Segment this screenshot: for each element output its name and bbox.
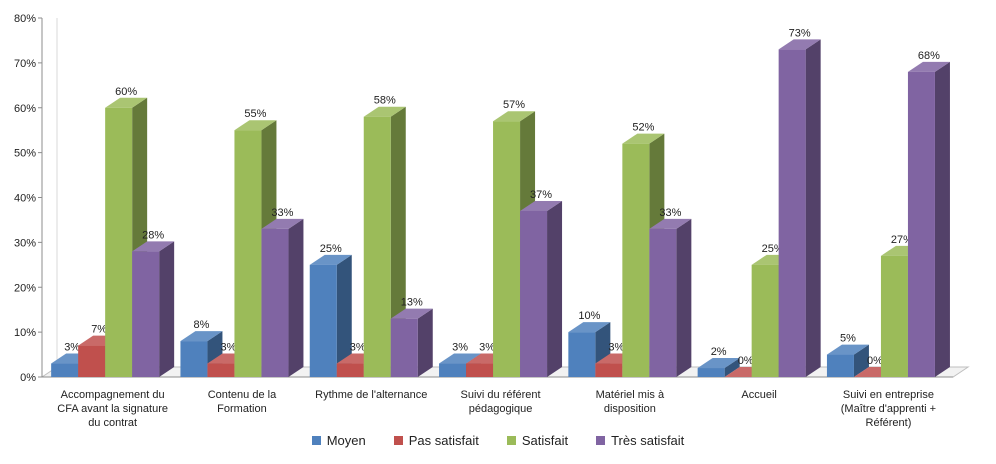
data-label: 33% bbox=[271, 207, 293, 219]
data-label: 7% bbox=[91, 324, 107, 336]
chart-legend: Moyen Pas satisfait Satisfait Très satisfai… bbox=[0, 433, 996, 448]
category-label: Accueil bbox=[741, 389, 776, 401]
category-label: (Maître d'apprenti + bbox=[841, 403, 936, 415]
y-tick-label: 10% bbox=[14, 327, 36, 339]
data-label: 37% bbox=[530, 189, 552, 201]
y-tick-label: 40% bbox=[14, 193, 36, 205]
y-tick-label: 0% bbox=[20, 372, 36, 384]
data-label: 68% bbox=[918, 50, 940, 62]
data-label: 55% bbox=[244, 108, 266, 120]
data-label: 0% bbox=[867, 355, 883, 367]
bar-side bbox=[806, 39, 821, 377]
legend-swatch bbox=[507, 436, 516, 445]
category-label: CFA avant la signature bbox=[57, 403, 168, 415]
category-label: du contrat bbox=[88, 417, 137, 429]
bar bbox=[364, 117, 391, 377]
category-label: disposition bbox=[604, 403, 656, 415]
bar bbox=[752, 265, 779, 377]
data-label: 52% bbox=[632, 122, 654, 134]
data-label: 5% bbox=[840, 333, 856, 345]
data-label: 3% bbox=[220, 342, 236, 354]
bar bbox=[698, 368, 725, 377]
data-label: 3% bbox=[64, 342, 80, 354]
data-label: 60% bbox=[115, 86, 137, 98]
bar bbox=[649, 229, 676, 377]
data-label: 57% bbox=[503, 99, 525, 111]
bar bbox=[595, 364, 622, 377]
bar bbox=[622, 144, 649, 377]
bar bbox=[439, 364, 466, 377]
legend-item: Très satisfait bbox=[596, 433, 684, 448]
bar bbox=[881, 256, 908, 377]
category-label: pédagogique bbox=[469, 403, 533, 415]
bar bbox=[132, 251, 159, 377]
category-label: Suivi du référent bbox=[460, 389, 540, 401]
bar bbox=[493, 121, 520, 377]
bar bbox=[520, 211, 547, 377]
bar-side bbox=[676, 219, 691, 377]
y-tick-label: 60% bbox=[14, 103, 36, 115]
bar-side bbox=[547, 201, 562, 377]
data-label: 3% bbox=[608, 342, 624, 354]
y-tick-label: 50% bbox=[14, 148, 36, 160]
bar-side bbox=[159, 241, 174, 377]
category-label: Matériel mis à bbox=[596, 389, 665, 401]
y-tick-label: 80% bbox=[14, 13, 36, 25]
legend-swatch bbox=[596, 436, 605, 445]
legend-label: Très satisfait bbox=[611, 433, 684, 448]
bar bbox=[908, 72, 935, 377]
bar bbox=[180, 341, 207, 377]
bar bbox=[466, 364, 493, 377]
bar-side bbox=[935, 62, 950, 377]
bar bbox=[51, 364, 78, 377]
bar bbox=[78, 346, 105, 377]
bar bbox=[261, 229, 288, 377]
bar-side bbox=[418, 309, 433, 377]
bar bbox=[207, 364, 234, 377]
data-label: 3% bbox=[479, 342, 495, 354]
data-label: 3% bbox=[452, 342, 468, 354]
category-label: Référent) bbox=[866, 417, 912, 429]
data-label: 10% bbox=[578, 310, 600, 322]
bar bbox=[827, 355, 854, 377]
legend-swatch bbox=[394, 436, 403, 445]
bar bbox=[779, 49, 806, 377]
bar bbox=[105, 108, 132, 377]
data-label: 25% bbox=[320, 243, 342, 255]
bar bbox=[391, 319, 418, 377]
data-label: 28% bbox=[142, 229, 164, 241]
category-label: Contenu de la bbox=[208, 389, 277, 401]
legend-label: Satisfait bbox=[522, 433, 568, 448]
legend-label: Moyen bbox=[327, 433, 366, 448]
bar-side bbox=[288, 219, 303, 377]
category-label: Rythme de l'alternance bbox=[315, 389, 427, 401]
category-label: Accompagnement du bbox=[61, 389, 165, 401]
data-label: 58% bbox=[374, 95, 396, 107]
y-tick-label: 70% bbox=[14, 58, 36, 70]
legend-item: Pas satisfait bbox=[394, 433, 479, 448]
legend-label: Pas satisfait bbox=[409, 433, 479, 448]
category-label: Suivi en entreprise bbox=[843, 389, 934, 401]
data-label: 0% bbox=[738, 355, 754, 367]
data-label: 33% bbox=[659, 207, 681, 219]
legend-item: Moyen bbox=[312, 433, 366, 448]
bar bbox=[310, 265, 337, 377]
y-tick-label: 30% bbox=[14, 237, 36, 249]
data-label: 3% bbox=[350, 342, 366, 354]
category-label: Formation bbox=[217, 403, 267, 415]
bar bbox=[337, 364, 364, 377]
bar bbox=[568, 332, 595, 377]
data-label: 2% bbox=[711, 346, 727, 358]
y-tick-label: 20% bbox=[14, 282, 36, 294]
data-label: 73% bbox=[789, 27, 811, 39]
data-label: 13% bbox=[401, 297, 423, 309]
data-label: 8% bbox=[193, 319, 209, 331]
legend-swatch bbox=[312, 436, 321, 445]
legend-item: Satisfait bbox=[507, 433, 568, 448]
bar bbox=[234, 130, 261, 377]
